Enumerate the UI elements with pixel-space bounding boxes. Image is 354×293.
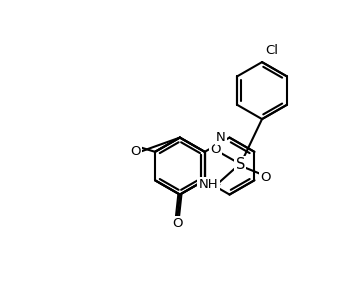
Text: N: N bbox=[216, 131, 225, 144]
Text: Cl: Cl bbox=[265, 45, 278, 57]
Text: S: S bbox=[236, 157, 245, 172]
Text: O: O bbox=[172, 217, 183, 230]
Text: NH: NH bbox=[199, 178, 218, 191]
Text: O: O bbox=[210, 143, 221, 156]
Text: O: O bbox=[261, 171, 271, 184]
Text: O: O bbox=[131, 145, 141, 158]
